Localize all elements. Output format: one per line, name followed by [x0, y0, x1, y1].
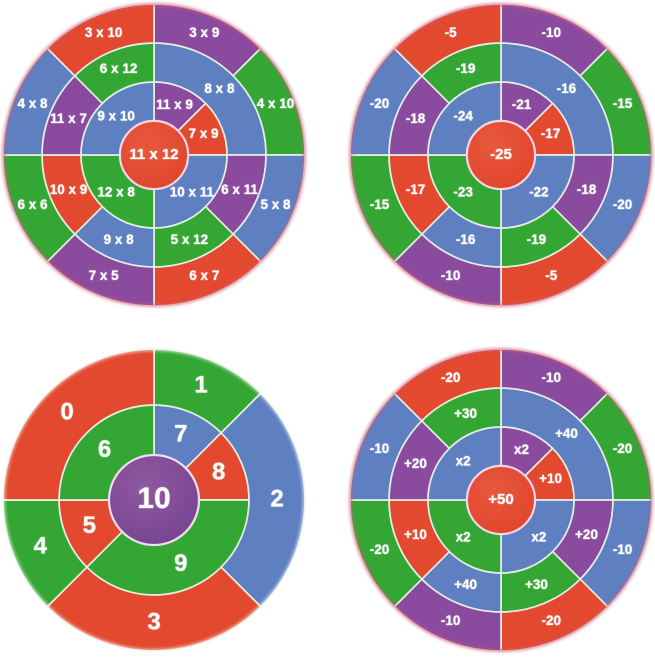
svg-text:8: 8	[212, 459, 225, 486]
svg-text:+10: +10	[539, 471, 562, 486]
svg-text:-5: -5	[445, 25, 457, 40]
svg-text:10 x 9: 10 x 9	[50, 182, 88, 197]
svg-text:x2: x2	[456, 454, 471, 469]
svg-text:+30: +30	[525, 577, 548, 592]
svg-text:-20: -20	[613, 197, 633, 212]
svg-text:0: 0	[60, 398, 73, 425]
svg-text:-15: -15	[613, 96, 633, 111]
svg-text:5 x 12: 5 x 12	[171, 232, 209, 247]
svg-text:1: 1	[194, 372, 207, 399]
svg-text:+20: +20	[575, 527, 598, 542]
svg-text:6 x 7: 6 x 7	[189, 268, 219, 283]
svg-text:10: 10	[137, 482, 170, 515]
svg-text:-20: -20	[370, 542, 390, 557]
svg-text:12 x 8: 12 x 8	[97, 184, 135, 199]
svg-text:-18: -18	[406, 111, 426, 126]
svg-text:-10: -10	[370, 441, 390, 456]
svg-text:-10: -10	[542, 370, 562, 385]
svg-text:11 x 12: 11 x 12	[129, 146, 178, 163]
svg-text:-20: -20	[542, 613, 562, 628]
svg-text:11 x 7: 11 x 7	[50, 111, 87, 126]
svg-text:+40: +40	[454, 577, 477, 592]
svg-text:-20: -20	[441, 370, 461, 385]
svg-text:-20: -20	[613, 441, 633, 456]
svg-text:4: 4	[34, 532, 48, 559]
svg-text:4 x 8: 4 x 8	[17, 96, 48, 111]
svg-text:3 x 10: 3 x 10	[85, 25, 123, 40]
svg-text:-17: -17	[406, 182, 426, 197]
svg-text:5 x 8: 5 x 8	[260, 197, 291, 212]
svg-text:6 x 11: 6 x 11	[221, 182, 258, 197]
svg-text:-19: -19	[527, 232, 547, 247]
svg-text:7 x 5: 7 x 5	[89, 268, 120, 283]
svg-text:-16: -16	[557, 81, 577, 96]
svg-text:+30: +30	[454, 406, 477, 421]
svg-text:-21: -21	[512, 97, 532, 112]
svg-text:-17: -17	[541, 126, 561, 141]
svg-text:-10: -10	[613, 542, 633, 557]
svg-text:-25: -25	[490, 146, 512, 163]
svg-text:6: 6	[98, 436, 111, 463]
svg-text:7: 7	[174, 421, 187, 448]
svg-text:7 x 9: 7 x 9	[189, 126, 219, 141]
svg-text:5: 5	[83, 512, 96, 539]
svg-text:+10: +10	[404, 527, 427, 542]
svg-text:9: 9	[174, 550, 187, 577]
svg-text:-18: -18	[577, 182, 597, 197]
svg-text:+50: +50	[488, 491, 513, 508]
svg-text:-20: -20	[370, 96, 390, 111]
svg-text:11 x 9: 11 x 9	[156, 97, 193, 112]
svg-text:-22: -22	[529, 184, 549, 199]
svg-text:3: 3	[147, 608, 160, 635]
svg-text:-24: -24	[453, 109, 473, 124]
svg-text:+20: +20	[404, 456, 427, 471]
svg-text:x2: x2	[456, 529, 471, 544]
svg-text:9 x 10: 9 x 10	[97, 109, 135, 124]
svg-text:-5: -5	[545, 268, 557, 283]
svg-text:-23: -23	[453, 184, 473, 199]
svg-text:10 x 11: 10 x 11	[170, 184, 215, 199]
svg-text:-10: -10	[542, 25, 562, 40]
svg-text:x2: x2	[531, 529, 546, 544]
svg-text:x2: x2	[514, 442, 529, 457]
svg-text:-19: -19	[456, 61, 476, 76]
svg-text:4 x 10: 4 x 10	[257, 96, 295, 111]
svg-text:3 x 9: 3 x 9	[189, 25, 219, 40]
svg-text:-10: -10	[441, 613, 461, 628]
svg-text:2: 2	[270, 485, 283, 512]
svg-text:6 x 6: 6 x 6	[17, 197, 48, 212]
svg-text:-10: -10	[441, 268, 461, 283]
svg-text:8 x 8: 8 x 8	[204, 81, 235, 96]
svg-text:+40: +40	[555, 426, 578, 441]
svg-text:-16: -16	[456, 232, 476, 247]
svg-text:9 x 8: 9 x 8	[104, 232, 135, 247]
svg-text:-15: -15	[370, 197, 390, 212]
svg-text:6 x 12: 6 x 12	[100, 61, 138, 76]
